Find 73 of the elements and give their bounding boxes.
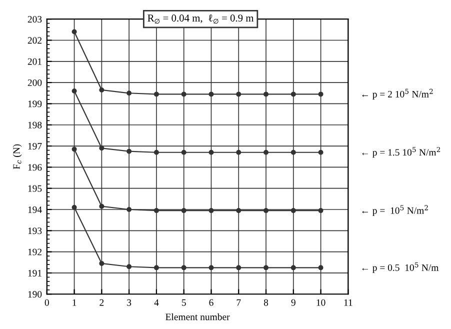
x-tick-label: 7 — [236, 299, 241, 306]
point — [236, 150, 242, 155]
x-tick-label: 1 — [72, 299, 76, 306]
y-axis-title: F$_{c}$ (N) — [12, 144, 22, 170]
point — [264, 208, 269, 214]
point — [181, 208, 186, 214]
x-tick-label: 6 — [209, 299, 214, 306]
point — [181, 92, 186, 97]
point — [154, 208, 159, 214]
y-tick-label: 202 — [28, 37, 42, 44]
y-tick-label: 190 — [28, 291, 42, 298]
point — [99, 204, 104, 209]
point — [236, 208, 242, 214]
x-tick-label: 11 — [344, 299, 352, 306]
point — [72, 146, 77, 152]
point — [99, 146, 104, 151]
y-tick-label: 197 — [28, 142, 42, 150]
point — [181, 265, 186, 270]
point — [154, 150, 159, 155]
y-tick-label: 203 — [28, 16, 42, 23]
point — [236, 265, 242, 270]
x-tick-label: 0 — [44, 299, 49, 306]
y-tick-label: 196 — [28, 164, 42, 171]
text: ← p = 2 10$^{5}$ N/m$^{2}$ — [362, 88, 433, 100]
point — [126, 90, 132, 96]
y-tick-label: 201 — [28, 58, 42, 65]
point — [264, 150, 269, 155]
x-axis-title: Element number — [166, 313, 230, 320]
point — [154, 92, 159, 97]
point — [236, 92, 242, 97]
y-tick-label: 192 — [28, 248, 42, 256]
point — [99, 260, 104, 266]
y-tick-label: 199 — [28, 100, 42, 108]
point — [290, 92, 296, 97]
point — [154, 265, 159, 270]
x-tick-label: 2 — [100, 299, 104, 306]
point — [208, 150, 214, 155]
y-tick-label: 195 — [28, 185, 42, 192]
point — [290, 208, 296, 214]
point — [318, 208, 324, 214]
y-tick-label: 194 — [28, 206, 42, 213]
x-tick-label: 8 — [264, 299, 268, 306]
y-tick-label: 198 — [28, 122, 42, 128]
point — [318, 92, 324, 97]
point — [208, 208, 214, 214]
point — [318, 150, 324, 155]
point — [264, 265, 269, 270]
chart-title: R$_{∅}$ = 0.04 m, ℓ$_{∅}$ = 0.9 m — [148, 14, 254, 24]
point — [99, 87, 104, 92]
point — [290, 150, 296, 155]
point — [318, 265, 324, 270]
point — [208, 265, 214, 270]
x-tick-label: 3 — [127, 299, 132, 306]
x-tick-label: 4 — [154, 299, 159, 306]
point — [72, 204, 77, 210]
point — [72, 29, 77, 34]
point — [264, 92, 269, 97]
point — [290, 265, 296, 270]
point — [126, 206, 132, 212]
point — [181, 150, 186, 155]
y-tick-label: 193 — [28, 228, 42, 234]
text: ← p = 10$^{5}$ N/m$^{2}$ — [362, 205, 428, 216]
y-tick-label: 191 — [28, 270, 42, 276]
text: ← p = 0.5 10$^{5}$ N/m — [362, 262, 439, 273]
text: ← p = 1.5 10$^{5}$ N/m$^{2}$ — [362, 146, 440, 158]
x-tick-label: 5 — [182, 299, 186, 306]
x-tick-label: 9 — [291, 299, 296, 306]
point — [126, 264, 132, 270]
y-tick-label: 200 — [28, 79, 42, 86]
point — [208, 92, 214, 97]
point — [72, 88, 77, 94]
x-tick-label: 10 — [316, 299, 326, 306]
point — [126, 148, 132, 154]
